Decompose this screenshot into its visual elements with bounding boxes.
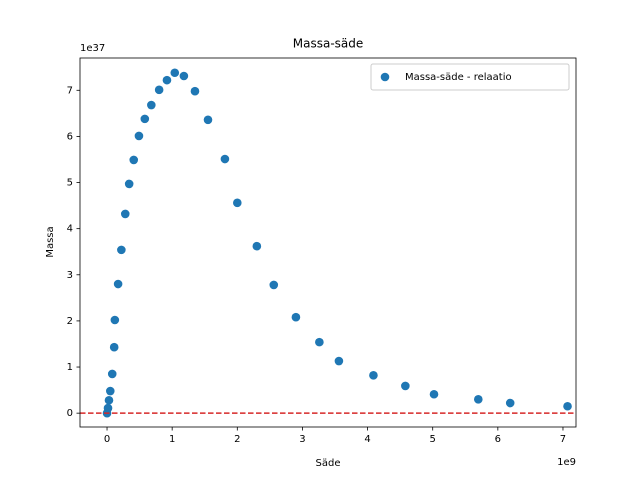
point [129, 155, 139, 165]
point [120, 209, 130, 219]
chart-title: Massa-säde [293, 37, 364, 51]
x-tick-label: 7 [560, 434, 566, 445]
y-axis-label: Massa [45, 226, 56, 257]
point [315, 337, 324, 347]
point [563, 401, 572, 411]
point [162, 75, 172, 85]
y-tick-label: 7 [67, 85, 73, 96]
plot-frame [79, 57, 577, 428]
y-tick-label: 3 [67, 270, 73, 281]
point [220, 154, 230, 164]
x-offset-label: 1e9 [557, 457, 576, 468]
legend-box [370, 63, 570, 91]
point [505, 398, 515, 408]
x-tick-label: 5 [430, 434, 436, 445]
point [113, 279, 123, 289]
point [233, 198, 242, 208]
point [134, 131, 144, 141]
point [203, 115, 213, 125]
point [103, 403, 113, 413]
point [473, 395, 483, 404]
x-tick-label: 6 [495, 434, 501, 445]
x-tick-label: 1 [169, 434, 175, 445]
point [110, 315, 120, 325]
point [252, 241, 262, 251]
legend-marker [380, 72, 390, 82]
point [334, 356, 344, 366]
point [369, 371, 378, 380]
point [140, 114, 150, 124]
y-tick-label: 0 [67, 408, 73, 419]
point [154, 85, 164, 95]
point [107, 369, 117, 379]
point [170, 68, 180, 78]
y-tick-label: 1 [67, 362, 73, 373]
y-tick-label: 6 [67, 131, 73, 142]
point [269, 280, 279, 290]
point [190, 86, 200, 96]
point [291, 312, 301, 322]
y-tick-label: 5 [67, 178, 73, 189]
x-tick-label: 2 [234, 434, 240, 445]
point [124, 179, 134, 189]
x-axis-label: Säde [316, 458, 341, 469]
point [105, 386, 115, 396]
y-offset-label: 1e37 [80, 43, 105, 54]
point [179, 71, 189, 81]
y-tick-label: 2 [67, 316, 73, 327]
y-tick-label: 4 [67, 224, 73, 235]
point [429, 389, 439, 399]
point [401, 381, 410, 391]
point [104, 395, 114, 405]
x-tick-label: 0 [104, 434, 110, 445]
legend-label: Massa-säde - relaatio [405, 72, 512, 83]
x-tick-label: 4 [364, 434, 370, 445]
point [117, 245, 126, 255]
x-tick-label: 3 [299, 434, 305, 445]
point [109, 342, 119, 352]
point [147, 100, 156, 110]
